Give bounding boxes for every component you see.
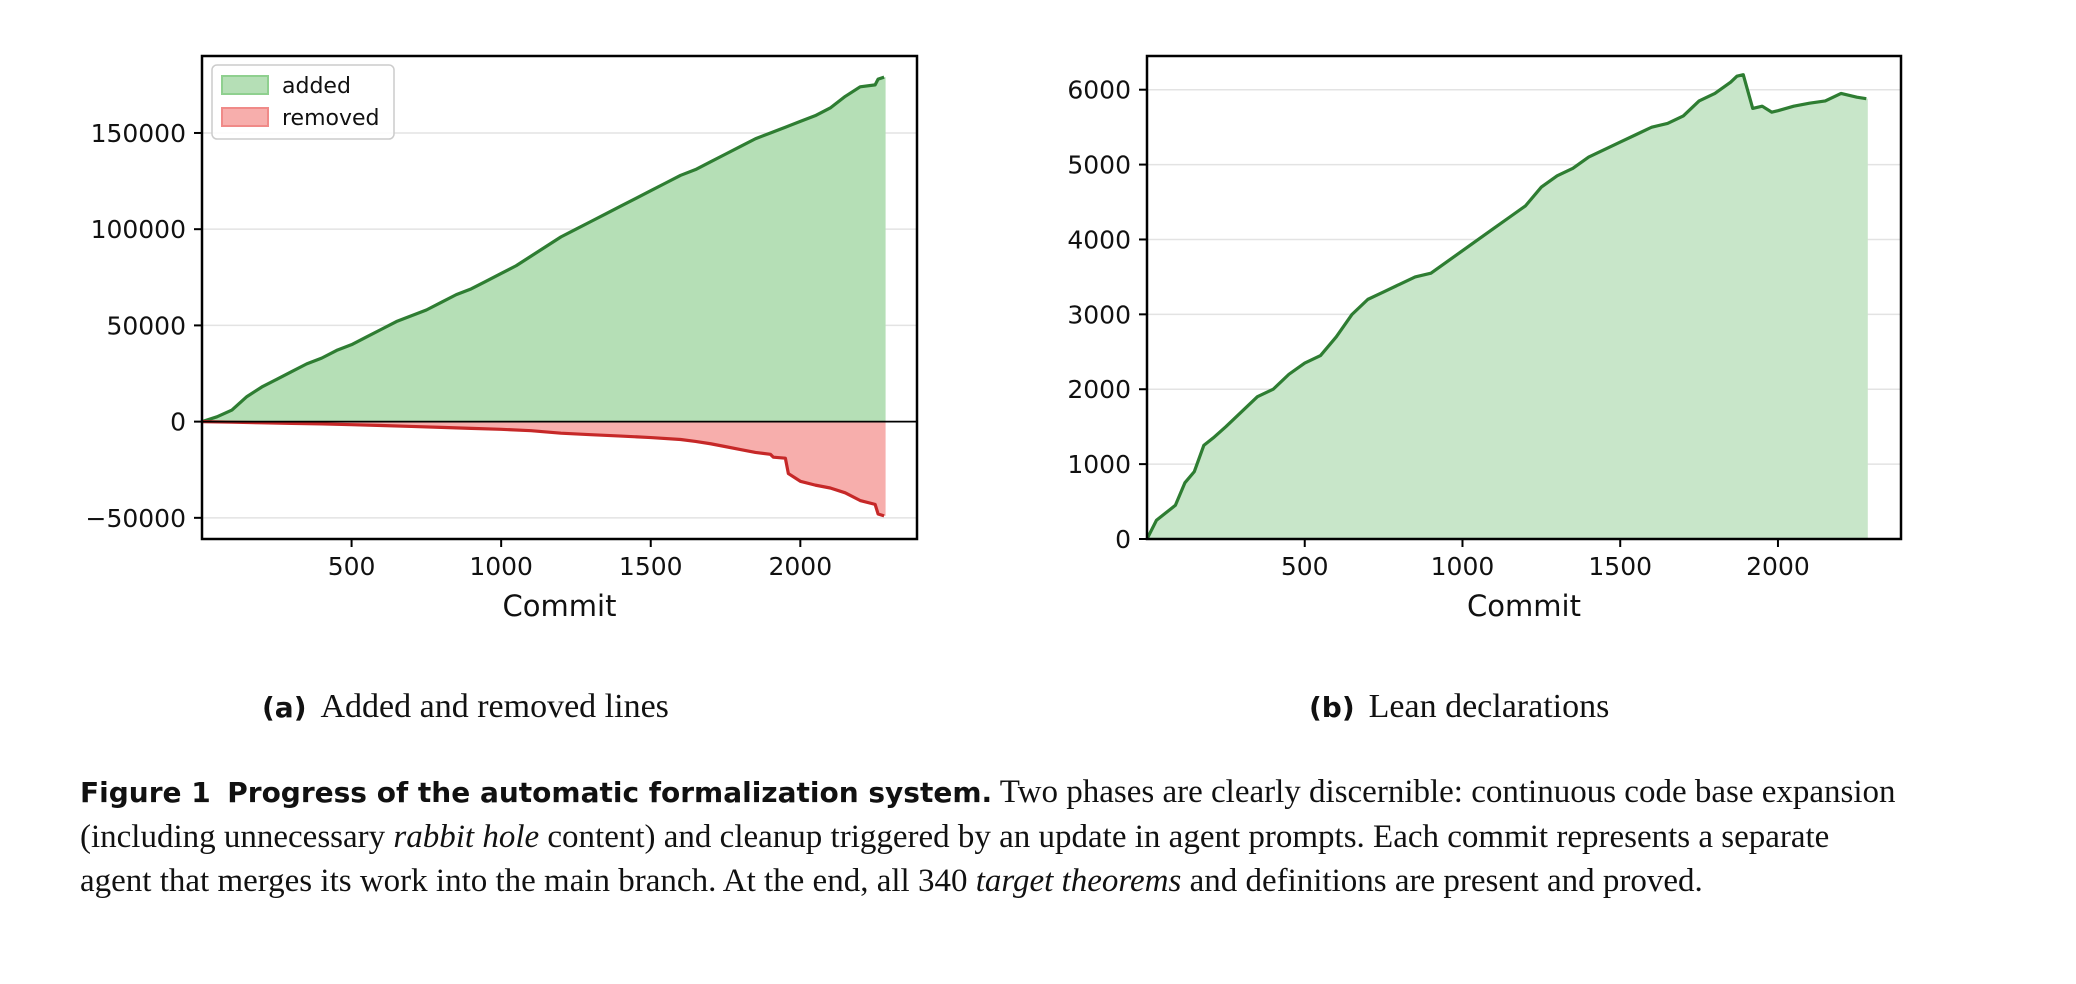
y-tick-label: 2000 — [1067, 375, 1131, 404]
figure-caption-text-2: content) and cleanup triggered by an upd… — [80, 819, 1830, 899]
x-tick-label: 500 — [1281, 552, 1329, 581]
y-tick-label: 150000 — [91, 119, 186, 148]
y-tick-label: 0 — [170, 408, 186, 437]
panel-b-tag: (b) — [1309, 691, 1355, 724]
y-tick-label: 3000 — [1067, 300, 1131, 329]
figure-caption-text-1: Two phases are clearly discernible: cont… — [80, 774, 1896, 855]
panel-a-tag: (a) — [262, 691, 307, 724]
x-axis-label: Commit — [503, 589, 617, 623]
x-tick-label: 1000 — [1431, 552, 1495, 581]
legend-label-removed: removed — [282, 106, 380, 131]
y-tick-label: 0 — [1115, 525, 1131, 554]
panel-b-chart: 0 1000 2000 3000 4000 5000 6000 500 1000 1500 2000… — [1067, 54, 1903, 623]
series-line-declarations — [1145, 73, 1867, 540]
series-line-removed — [201, 420, 885, 518]
series-line-added — [201, 75, 885, 424]
x-axis-label: Commit — [1467, 589, 1581, 623]
panel-a-caption-text: Added and removed lines — [320, 688, 669, 725]
panel-b-caption: (b) Lean declarations — [1309, 688, 1609, 726]
legend-swatch-removed — [221, 107, 269, 127]
x-tick-label: 1500 — [1588, 552, 1652, 581]
series-area-declarations — [1147, 74, 1867, 539]
y-tick-label: 100000 — [91, 215, 186, 244]
y-tick-label: −50000 — [86, 504, 186, 533]
legend-swatch-added — [221, 75, 269, 95]
plot-frame — [200, 54, 919, 541]
x-tick-label: 500 — [328, 552, 376, 581]
figure-caption-emphasis-2: target theorems — [975, 863, 1182, 899]
plot-frame — [1145, 54, 1903, 541]
y-tick-label: 50000 — [106, 311, 186, 340]
panel-a-chart: −50000 0 50000 100000 150000 500 1000 1500 2000 C… — [86, 54, 919, 623]
figure-caption-title: Progress of the automatic formalization … — [227, 776, 993, 809]
panel-a-caption: (a) Added and removed lines — [262, 688, 669, 726]
y-tick-label: 1000 — [1067, 450, 1131, 479]
figure-caption-emphasis-1: rabbit hole — [393, 819, 540, 855]
y-tick-label: 5000 — [1067, 151, 1131, 180]
x-tick-label: 1000 — [469, 552, 533, 581]
y-tick-label: 6000 — [1067, 76, 1131, 105]
legend-label-added: added — [282, 74, 351, 99]
figure-caption-tag: Figure 1 — [80, 776, 211, 809]
x-tick-label: 1500 — [619, 552, 683, 581]
panel-b-caption-text: Lean declarations — [1368, 688, 1610, 725]
y-tick-label: 4000 — [1067, 225, 1131, 254]
figure-caption-text-3: and definitions are present and proved. — [1181, 863, 1703, 899]
figure-caption: Figure 1 Progress of the automatic forma… — [80, 770, 1900, 903]
series-area-removed — [202, 421, 885, 516]
x-tick-label: 2000 — [1746, 552, 1810, 581]
x-tick-label: 2000 — [769, 552, 833, 581]
